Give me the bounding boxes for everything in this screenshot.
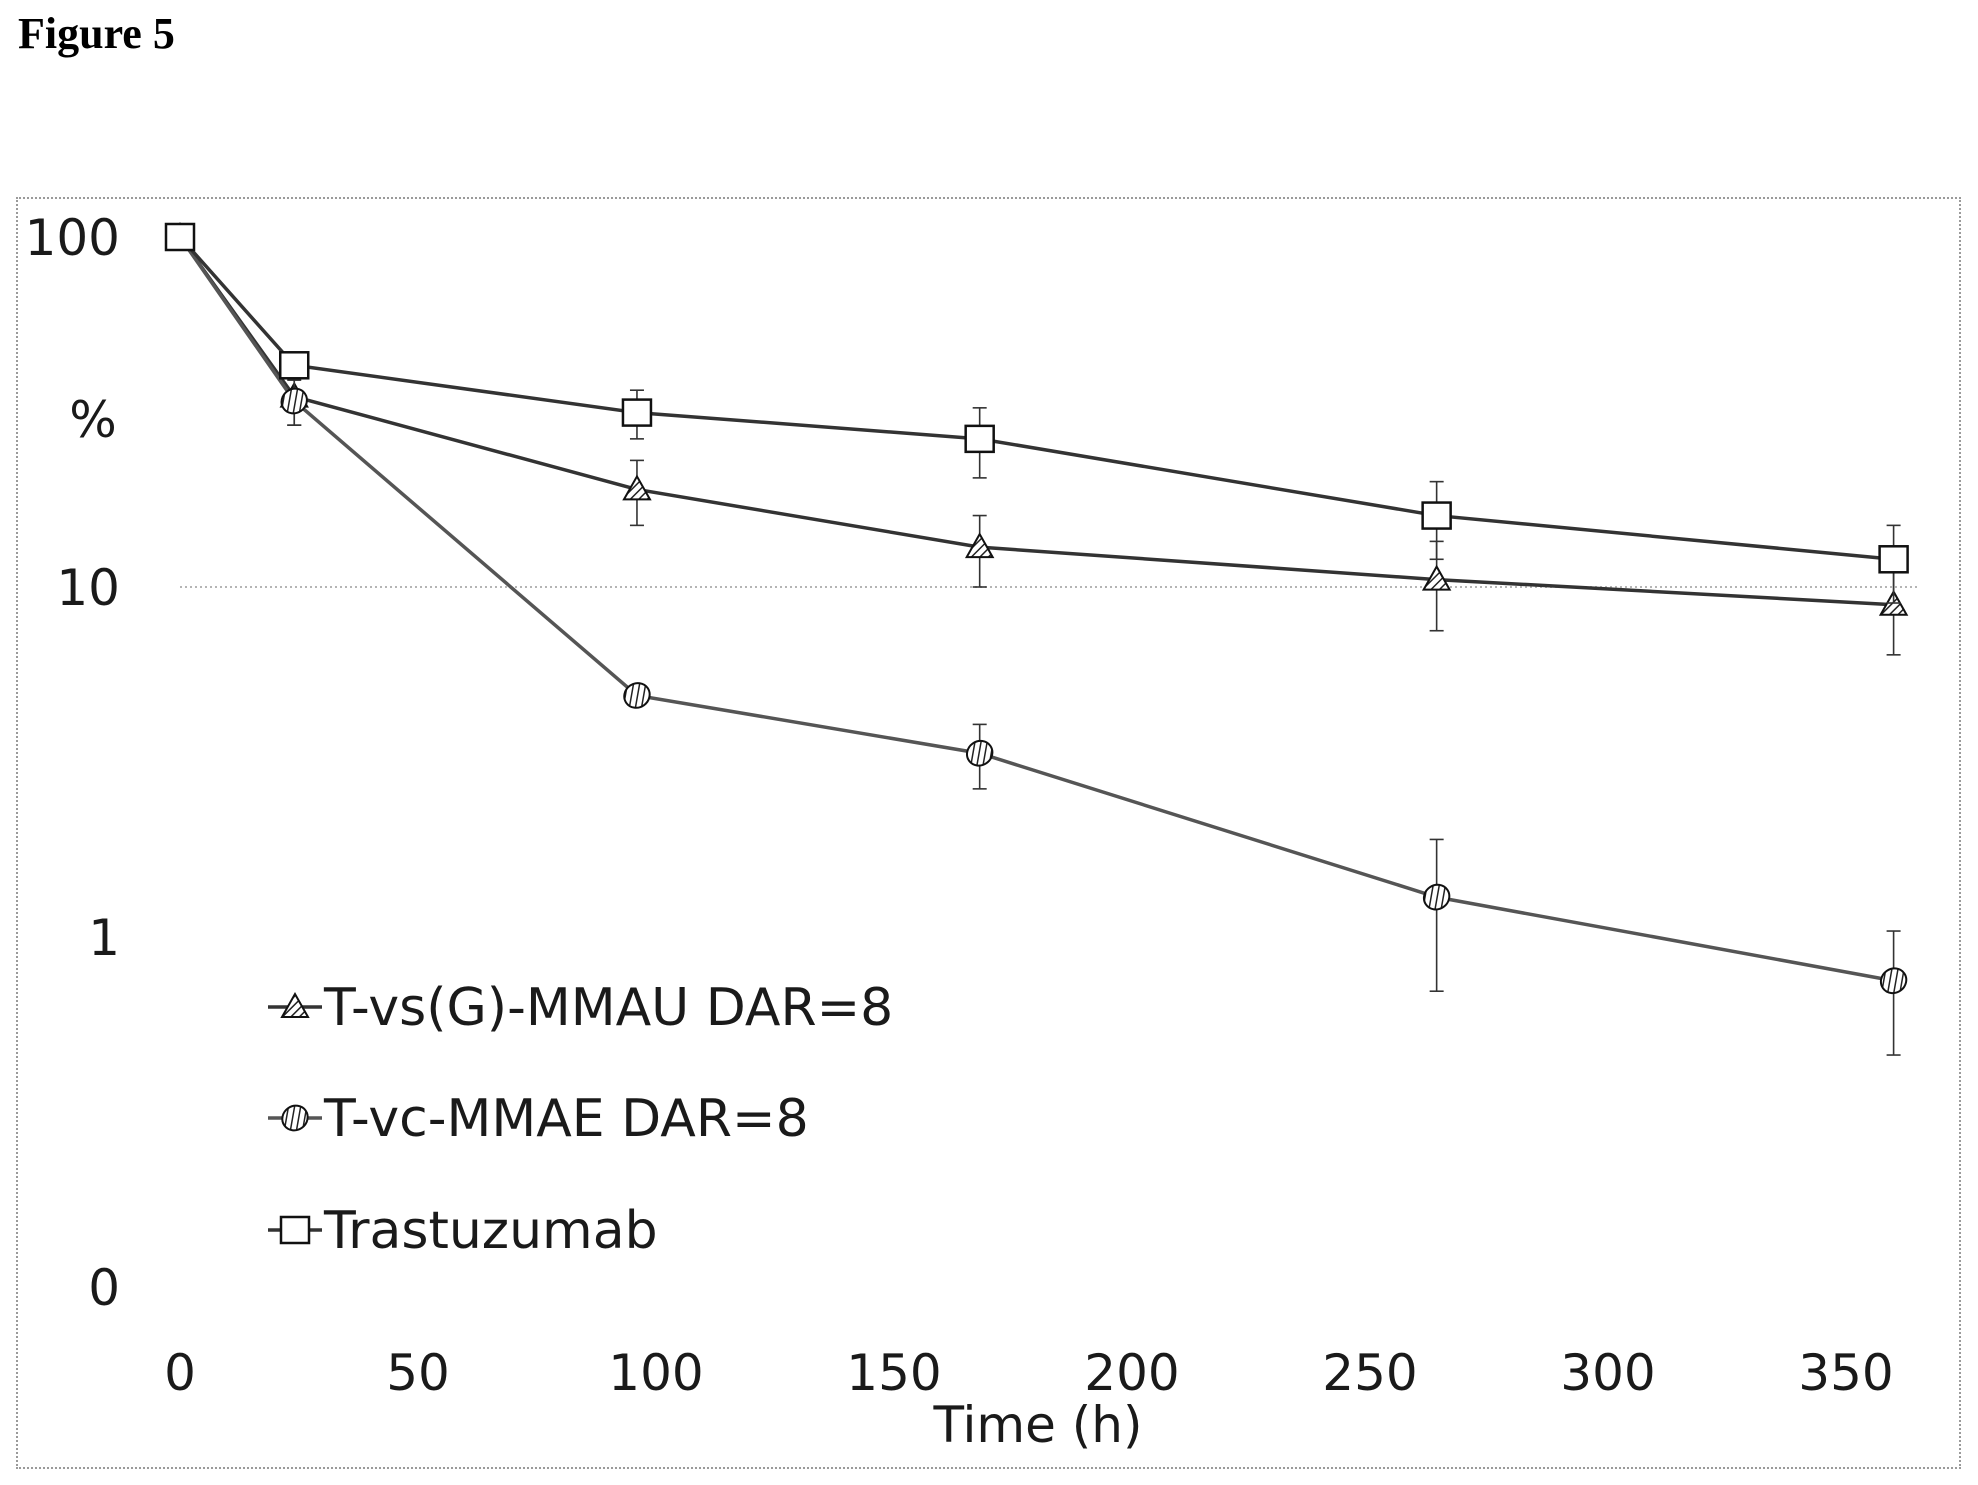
x-tick-label: 300	[1560, 1344, 1655, 1402]
legend-marker	[279, 1215, 311, 1245]
legend-item: T-vc-MMAE DAR=8	[268, 1089, 809, 1149]
series-layer	[164, 221, 1909, 1056]
x-tick-label: 50	[386, 1344, 450, 1402]
legend-label: Trastuzumab	[323, 1201, 658, 1261]
legend-label: T-vs(G)-MMAU DAR=8	[323, 978, 893, 1038]
series-2	[166, 223, 1908, 1056]
data-point	[964, 532, 995, 559]
series-line	[178, 235, 1894, 983]
data-point	[1422, 883, 1451, 911]
y-tick-label: 1	[88, 909, 120, 967]
data-point	[1421, 501, 1452, 530]
x-tick-label: 0	[164, 1344, 196, 1402]
y-tick-label: 100	[25, 209, 120, 267]
data-point	[164, 222, 196, 252]
data-point	[621, 398, 653, 427]
x-tick-label: 100	[608, 1344, 703, 1402]
legend-label: T-vc-MMAE DAR=8	[323, 1089, 809, 1149]
series-line	[178, 235, 1894, 562]
chart-frame	[16, 197, 1961, 1469]
x-tick-label: 200	[1084, 1344, 1179, 1402]
legend-marker	[280, 991, 310, 1018]
series-line	[178, 235, 1894, 607]
y-tick-label: 10	[56, 559, 120, 617]
legend-marker	[281, 1104, 309, 1132]
y-tick-label: 0	[88, 1259, 120, 1317]
legend: T-vs(G)-MMAU DAR=8 T-vc-MMAE DAR=8 Trastuz…	[268, 978, 893, 1261]
figure-label: Figure 5	[18, 9, 175, 58]
data-point	[622, 474, 652, 501]
data-point	[1878, 545, 1909, 574]
data-point	[278, 351, 310, 380]
x-axis-ticks: 0 50 100 150 200 250 300 350	[164, 1344, 1894, 1402]
data-point	[1421, 564, 1452, 591]
data-point	[964, 424, 995, 454]
data-point	[280, 387, 308, 415]
data-point	[1879, 967, 1908, 995]
x-axis-title: Time (h)	[933, 1396, 1143, 1454]
series-1	[165, 221, 1909, 656]
x-tick-label: 350	[1798, 1344, 1893, 1402]
y-axis-title: %	[69, 391, 117, 449]
legend-item: T-vs(G)-MMAU DAR=8	[268, 978, 893, 1038]
legend-item: Trastuzumab	[268, 1201, 658, 1261]
data-point	[623, 682, 651, 709]
x-tick-label: 250	[1322, 1344, 1417, 1402]
series-3	[164, 222, 1909, 604]
x-tick-label: 150	[846, 1344, 941, 1402]
data-point	[966, 739, 994, 767]
